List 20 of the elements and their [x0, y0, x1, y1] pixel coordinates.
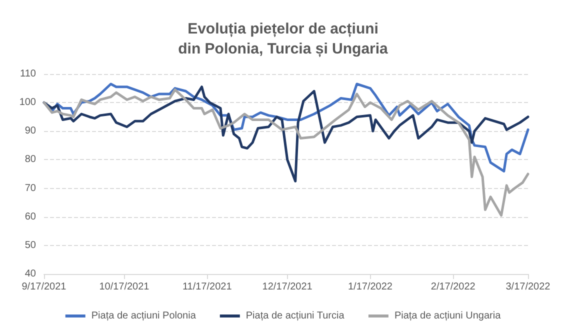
x-tick-label: 12/17/2021: [262, 282, 313, 292]
x-tick-label: 9/17/2021: [22, 282, 67, 292]
x-tick-label: 10/17/2021: [99, 282, 150, 292]
chart-title: Evoluția piețelor de acțiuni din Polonia, Turcia și Ungaria: [178, 20, 389, 58]
y-tick-label: 100: [19, 97, 36, 108]
legend-label: Piața de acțiuni Polonia: [91, 310, 196, 322]
y-tick-label: 110: [20, 68, 36, 80]
x-tick-label: 11/17/2021: [182, 282, 232, 292]
y-tick-label: 50: [24, 240, 36, 251]
legend-label: Piața de acțiuni Turcia: [246, 310, 345, 322]
line-series: [42, 88, 530, 217]
x-tick-label: 2/17/2022: [430, 282, 476, 292]
y-tick-label: 40: [24, 268, 36, 280]
y-tick-label: 90: [24, 126, 36, 137]
x-tick-label: 3/17/2022: [506, 282, 551, 292]
x-tick-label: 1/17/2022: [348, 282, 393, 292]
y-tick-label: 80: [24, 154, 36, 166]
y-tick-label: 70: [24, 182, 36, 194]
legend-label: Piața de acțiuni Ungaria: [394, 310, 502, 322]
y-tick-label: 60: [24, 211, 36, 222]
